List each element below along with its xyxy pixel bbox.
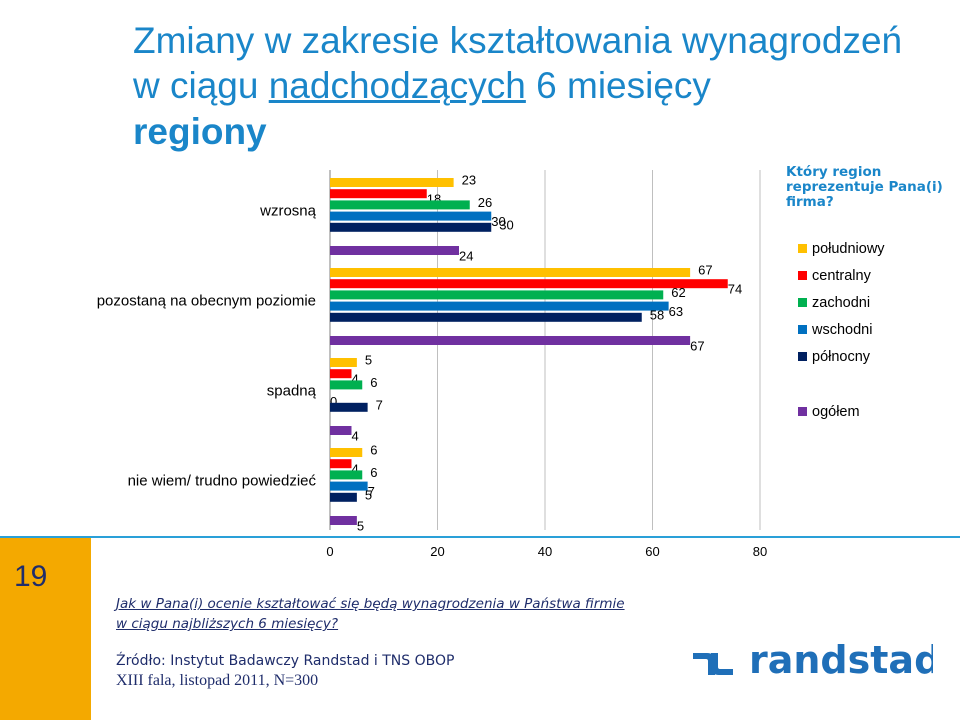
bar bbox=[330, 268, 691, 277]
data-label: 58 bbox=[650, 307, 664, 322]
legend-swatch bbox=[798, 244, 807, 253]
bar bbox=[330, 290, 664, 300]
bar bbox=[330, 211, 492, 221]
legend-swatch bbox=[798, 325, 807, 334]
data-label: 4 bbox=[352, 372, 359, 387]
legend-label: południowy bbox=[812, 240, 885, 257]
category-label: pozostaną na obecnym poziomie bbox=[97, 293, 316, 310]
legend-swatch bbox=[798, 298, 807, 307]
legend-item: zachodni bbox=[786, 289, 956, 316]
bar bbox=[330, 200, 470, 210]
logo-text: randstad bbox=[749, 639, 933, 682]
data-label: 26 bbox=[478, 195, 492, 210]
title-line1: Zmiany w zakresie kształtowania wynagrod… bbox=[133, 20, 903, 61]
slide-title: Zmiany w zakresie kształtowania wynagrod… bbox=[133, 18, 953, 154]
x-tick-label: 20 bbox=[430, 544, 444, 559]
source-line2: XIII fala, listopad 2011, N=300 bbox=[116, 672, 319, 689]
data-label: 24 bbox=[459, 249, 473, 264]
bar bbox=[330, 369, 352, 379]
data-label: 74 bbox=[728, 282, 742, 297]
x-tick-label: 80 bbox=[753, 544, 767, 559]
source-note: Źródło: Instytut Badawczy Randstad i TNS… bbox=[116, 651, 636, 691]
data-label: 0 bbox=[330, 394, 337, 409]
bar bbox=[330, 492, 357, 502]
data-label: 7 bbox=[368, 484, 375, 499]
slide-subtitle: regiony bbox=[133, 111, 267, 152]
category-label: nie wiem/ trudno powiedzieć bbox=[128, 473, 317, 490]
bar bbox=[330, 358, 357, 367]
legend-label: centralny bbox=[812, 267, 871, 284]
data-label: 5 bbox=[365, 353, 372, 368]
title-line2-underlined: nadchodzących bbox=[268, 65, 526, 106]
legend-swatch bbox=[798, 407, 807, 416]
bar bbox=[330, 481, 368, 491]
bar bbox=[330, 279, 728, 289]
legend-question: Który region reprezentuje Pana(i) firma? bbox=[786, 164, 943, 210]
data-label: 6 bbox=[370, 465, 377, 480]
title-line2: w ciągu nadchodzących 6 miesięcy bbox=[133, 63, 953, 108]
x-tick-label: 60 bbox=[645, 544, 659, 559]
data-label: 6 bbox=[370, 443, 377, 458]
bar bbox=[330, 301, 669, 311]
x-tick-label: 0 bbox=[326, 544, 333, 559]
data-label: 4 bbox=[352, 462, 359, 477]
title-line2-suffix: 6 miesięcy bbox=[525, 65, 711, 106]
legend-items: południowy centralny zachodni wschodni półno… bbox=[786, 235, 956, 425]
sidebar-accent bbox=[0, 538, 91, 720]
legend: Który region reprezentuje Pana(i) firma?… bbox=[786, 165, 956, 425]
bar bbox=[330, 246, 459, 255]
legend-swatch bbox=[798, 271, 807, 280]
legend-swatch bbox=[798, 352, 807, 361]
legend-label: zachodni bbox=[812, 294, 871, 311]
bar bbox=[330, 426, 352, 435]
divider-line bbox=[0, 536, 960, 538]
data-label: 67 bbox=[690, 339, 704, 354]
bar bbox=[330, 459, 352, 469]
data-label: 30 bbox=[499, 217, 513, 232]
legend-item: południowy bbox=[786, 235, 956, 262]
bar bbox=[330, 448, 363, 457]
data-label: 6 bbox=[370, 375, 377, 390]
bar bbox=[330, 402, 368, 412]
legend-label: północny bbox=[812, 348, 871, 365]
page-number: 19 bbox=[14, 560, 48, 593]
data-label: 23 bbox=[462, 173, 476, 188]
legend-item: wschodni bbox=[786, 316, 956, 343]
bar bbox=[330, 312, 642, 322]
data-label: 62 bbox=[671, 285, 685, 300]
title-line2-prefix: w ciągu bbox=[133, 65, 269, 106]
data-label: 5 bbox=[357, 519, 364, 534]
randstad-logo: randstad bbox=[693, 639, 933, 682]
bar bbox=[330, 178, 454, 187]
data-label: 4 bbox=[352, 429, 359, 444]
data-label: 67 bbox=[698, 263, 712, 278]
bar bbox=[330, 189, 427, 199]
legend-label: ogółem bbox=[812, 403, 860, 420]
randstad-mark-icon bbox=[693, 653, 733, 675]
legend-item: centralny bbox=[786, 262, 956, 289]
bar bbox=[330, 222, 492, 232]
x-tick-label: 40 bbox=[538, 544, 552, 559]
category-label: wzrosną bbox=[259, 203, 317, 220]
data-label: 5 bbox=[365, 487, 372, 502]
bar bbox=[330, 516, 357, 525]
data-label: 30 bbox=[491, 214, 505, 229]
legend-item: ogółem bbox=[786, 398, 956, 425]
bar bbox=[330, 336, 691, 345]
bar bbox=[330, 470, 363, 480]
data-label: 63 bbox=[669, 304, 683, 319]
source-line1: Źródło: Instytut Badawczy Randstad i TNS… bbox=[116, 653, 455, 669]
category-label: spadną bbox=[267, 383, 317, 400]
legend-label: wschodni bbox=[812, 321, 873, 338]
bar bbox=[330, 380, 363, 390]
survey-question: Jak w Pana(i) ocenie kształtować się będ… bbox=[116, 596, 625, 632]
legend-item: północny bbox=[786, 343, 956, 370]
data-label: 7 bbox=[376, 397, 383, 412]
